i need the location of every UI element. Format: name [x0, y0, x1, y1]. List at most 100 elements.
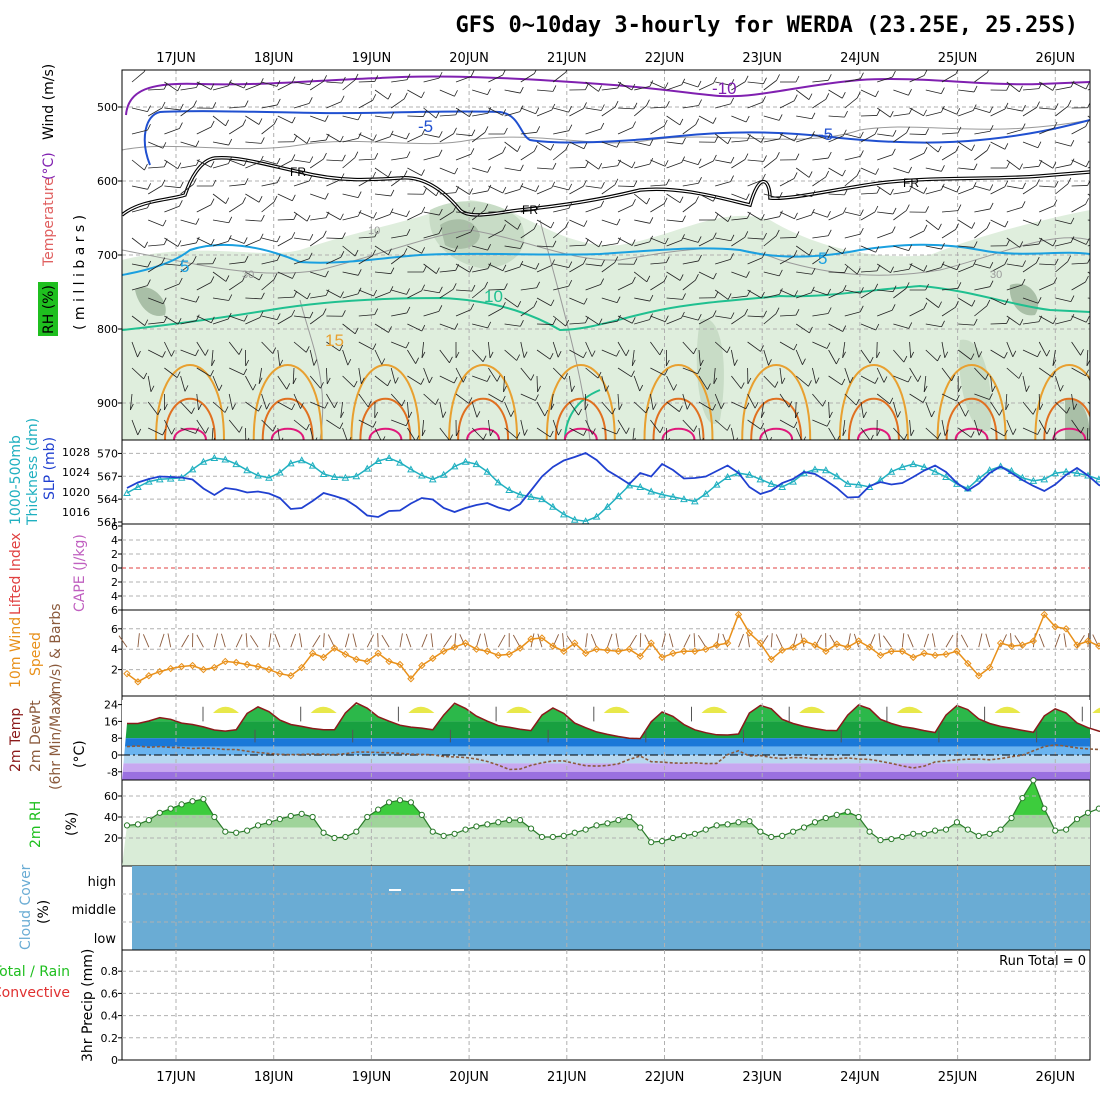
wind-barb-flag	[245, 359, 250, 367]
rh2m-point	[233, 829, 240, 836]
wind-barb	[1086, 349, 1089, 366]
wind-barb	[1022, 401, 1034, 415]
wind-barb-flag	[273, 273, 278, 280]
wind-barb-flag	[291, 309, 296, 317]
wind-barb	[795, 349, 803, 365]
wind-speed-point	[603, 646, 612, 654]
wind-barb-flag	[453, 205, 457, 212]
wind-barb	[277, 82, 293, 91]
wind-barb	[342, 349, 349, 366]
wind-barb-flag	[389, 208, 394, 215]
wind-barb	[747, 101, 763, 109]
rh2m-point	[637, 824, 644, 831]
wind-barb-flag	[860, 287, 864, 294]
rh2m-point	[680, 832, 688, 840]
wind-barb	[828, 213, 844, 221]
temp2m-label-3: (6hr Min/Max)	[48, 693, 64, 790]
wind-barb	[261, 279, 275, 291]
wind-barb-flag	[129, 403, 134, 411]
wind-barb	[876, 341, 878, 359]
wind-barb	[795, 89, 810, 100]
wind-barb	[601, 219, 618, 226]
wind-barb	[693, 633, 696, 648]
wind-barb	[666, 317, 682, 325]
wind-barb	[326, 81, 343, 84]
wind-barb-flag	[523, 351, 528, 358]
lifted-index-label: Lifted Index	[8, 533, 24, 615]
wind-barb	[504, 219, 518, 230]
wind-barb	[650, 81, 666, 89]
wind-barb-flag	[454, 90, 458, 97]
wind-barb-flag	[908, 185, 913, 192]
warm-contour	[270, 427, 305, 440]
wind-barb	[229, 81, 245, 89]
wind-barb	[537, 633, 543, 648]
wind-barb	[877, 133, 894, 137]
wind-barb	[634, 219, 650, 224]
wind-barb	[844, 78, 861, 83]
wind-speed-point	[352, 655, 361, 664]
wind-barb-flag	[502, 70, 506, 76]
rh-contour	[122, 229, 1090, 276]
wind-barb-flag	[903, 355, 908, 363]
wind-barb	[250, 635, 259, 648]
wind-barb	[1039, 283, 1054, 291]
wind-barb	[245, 633, 248, 648]
wind-barb	[698, 401, 713, 411]
wind-barb	[293, 258, 310, 265]
wind-barb	[860, 211, 876, 221]
wind-speed-point	[920, 649, 928, 657]
wind-barb-flag	[374, 308, 379, 315]
thickness-point	[723, 473, 732, 481]
thickness-point	[374, 457, 383, 465]
wind-barb-flag	[614, 100, 619, 108]
wind-barb-flag	[825, 170, 830, 178]
wind-barb-flag	[184, 385, 189, 392]
wind-barb	[1055, 86, 1072, 91]
wind-barb-flag	[1004, 298, 1009, 305]
wind-barb-flag	[342, 76, 346, 84]
wind-speed-point	[450, 643, 459, 651]
wind-barb-flag	[387, 170, 392, 178]
wind-barb-flag	[734, 359, 738, 366]
wind-barb-flag	[827, 211, 831, 218]
wind-barb-flag	[978, 429, 983, 436]
wind-barb-flag	[875, 246, 880, 253]
wind-barb	[1006, 419, 1014, 435]
wind-barb	[229, 159, 245, 167]
wind-barb	[590, 634, 597, 648]
wind-barb-flag	[702, 437, 705, 440]
wind-barb-flag	[842, 351, 846, 359]
wind-barb-flag	[258, 118, 263, 125]
wind-barb	[763, 313, 777, 325]
wind-barb-flag	[598, 162, 603, 170]
rh2m-point	[353, 828, 360, 835]
wind-barb-flag	[470, 225, 475, 233]
wind-barb	[180, 401, 192, 414]
wind-barb-flag	[470, 303, 475, 310]
wind-barb	[844, 311, 861, 317]
wind-barb	[471, 401, 478, 418]
wind-barb-flag	[859, 227, 864, 235]
wind-barb-flag	[191, 407, 195, 414]
wind-barb-flag	[224, 406, 229, 413]
wind-barb	[666, 239, 682, 247]
wind-barb	[569, 219, 585, 227]
wind-barb-flag	[713, 154, 717, 162]
wind-barb	[471, 349, 484, 362]
wind-barb	[245, 161, 261, 169]
wind-barb	[812, 157, 829, 161]
wind-barb-flag	[760, 411, 765, 418]
wind-barb-flag	[471, 207, 476, 214]
warm-contour	[155, 364, 225, 440]
rh2m-point	[713, 822, 720, 829]
wind-barb-flag	[243, 368, 248, 375]
wind-barb	[878, 633, 881, 648]
rh2m-point	[200, 796, 207, 803]
rh2m-point	[145, 817, 152, 824]
wind-barb	[1055, 242, 1072, 247]
y-tick-label: 0	[111, 749, 118, 762]
wind-barb	[245, 141, 262, 144]
wind-barb-flag	[484, 281, 488, 289]
wind-barb	[698, 271, 714, 280]
